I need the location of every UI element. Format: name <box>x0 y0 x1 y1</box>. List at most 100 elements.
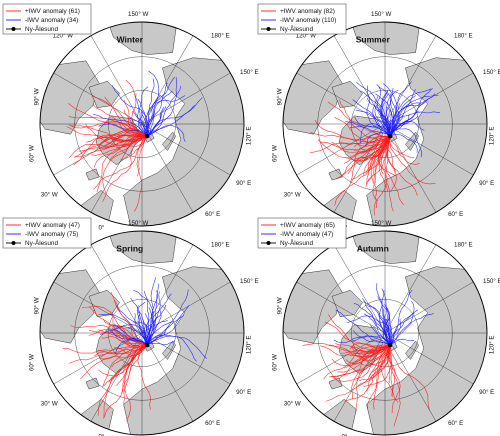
negative-trajectory <box>389 115 419 137</box>
positive-trajectory <box>85 123 148 146</box>
negative-trajectory <box>146 82 168 137</box>
meridian-line <box>90 244 143 334</box>
positive-trajectory <box>124 100 148 137</box>
positive-trajectory <box>68 116 148 137</box>
legend: +IWV anomaly (47) -IWV anomaly (75)Ny-Åle… <box>2 217 92 249</box>
negative-trajectory <box>362 298 391 346</box>
landmass-3 <box>123 266 244 435</box>
landmass-1 <box>88 80 120 108</box>
negative-trajectory <box>146 106 167 137</box>
graticule-label-right-low: 120° E <box>488 126 495 145</box>
meridian-line <box>384 332 474 385</box>
graticule-label-left-upper: 120° W <box>296 33 317 40</box>
positive-trajectory <box>81 305 148 346</box>
graticule-label-right-lowest: 60° E <box>205 211 220 218</box>
positive-trajectory <box>351 344 391 399</box>
negative-trajectory <box>379 290 391 346</box>
negative-trajectory <box>146 293 172 346</box>
negative-trajectory <box>389 98 429 137</box>
graticule-label-right-mid: 150° E <box>240 278 259 285</box>
positive-trajectory <box>89 330 148 348</box>
season-title: Winter <box>117 34 144 44</box>
positive-trajectory <box>125 79 148 137</box>
positive-trajectory <box>337 344 391 373</box>
graticule-label-right-low: 120° E <box>488 335 495 354</box>
meridian-line <box>296 281 386 334</box>
positive-trajectory <box>380 345 399 403</box>
positive-trajectory <box>123 109 148 137</box>
positive-trajectory <box>99 133 148 149</box>
positive-trajectory <box>359 345 391 381</box>
positive-trajectory <box>74 133 148 158</box>
positive-trajectory <box>347 135 391 175</box>
ny-alesund-marker <box>387 343 393 348</box>
positive-trajectory <box>69 344 148 364</box>
negative-trajectory <box>135 93 148 137</box>
graticule-label-left-low: 60° W <box>272 145 279 162</box>
positive-trajectory <box>373 136 391 216</box>
negative-trajectory <box>115 337 148 354</box>
positive-trajectory <box>367 345 391 410</box>
landmass-3 <box>123 57 244 226</box>
positive-trajectory <box>339 135 391 147</box>
positive-trajectory <box>365 135 391 187</box>
positive-trajectory <box>120 136 148 160</box>
negative-trajectory <box>384 314 391 346</box>
season-title: Autumn <box>357 243 389 253</box>
map-panel-summer: Summer 150° W 120° W 180° E 150° E 90° W 60° W… <box>257 3 500 239</box>
negative-trajectory <box>381 288 392 346</box>
negative-trajectory <box>146 78 155 137</box>
positive-trajectory <box>91 135 148 156</box>
positive-trajectory <box>355 344 391 413</box>
graticule-label-right-upper: 180° E <box>211 33 230 40</box>
negative-trajectory <box>389 318 401 346</box>
landmass-layer <box>283 22 487 226</box>
negative-trajectory <box>111 85 148 137</box>
landmass-6 <box>85 168 100 181</box>
negative-trajectory <box>345 120 391 137</box>
trajectory-layer <box>62 277 207 422</box>
positive-trajectory <box>86 135 148 143</box>
positive-trajectory <box>309 135 391 154</box>
graticule-label-right-mid: 150° E <box>240 69 259 76</box>
meridian-line <box>141 72 231 125</box>
season-title: Spring <box>116 243 143 253</box>
graticule-label-left-low: 60° W <box>29 354 36 371</box>
positive-trajectory <box>98 344 148 377</box>
negative-trajectory <box>335 309 391 346</box>
positive-trajectory <box>357 345 391 387</box>
meridian-line <box>333 244 386 334</box>
meridian-line <box>296 72 386 125</box>
graticule-label-bottom-left: 0° <box>98 433 104 436</box>
negative-trajectory <box>146 277 157 346</box>
positive-trajectory <box>134 135 148 212</box>
positive-trajectory <box>80 344 148 380</box>
graticule-label-right-low: 120° E <box>245 335 252 354</box>
positive-trajectory <box>363 345 392 387</box>
map-border <box>39 21 245 227</box>
positive-trajectory <box>345 344 391 365</box>
graticule-label-bottom-left: 0° <box>98 224 104 231</box>
negative-trajectory <box>146 334 197 362</box>
meridian-line <box>384 244 437 334</box>
meridian-line <box>90 35 143 125</box>
graticule-label-right-lowest: 60° E <box>448 211 463 218</box>
negative-trajectory <box>353 303 391 346</box>
negative-trajectory <box>146 97 203 137</box>
landmass-0 <box>40 269 100 344</box>
graticule-label-right-bottom: 90° E <box>479 180 494 187</box>
map-border <box>282 230 488 436</box>
legend-label-neg: -IWV anomaly (75) <box>25 231 78 238</box>
meridian-line <box>141 332 231 385</box>
positive-trajectory <box>70 125 148 142</box>
graticule-label-left-bottom: 30° W <box>41 192 58 199</box>
landmass-8 <box>405 340 420 360</box>
negative-trajectory <box>146 283 159 346</box>
negative-trajectory <box>98 123 148 137</box>
positive-trajectory <box>360 345 391 366</box>
meridian-line <box>141 123 231 176</box>
